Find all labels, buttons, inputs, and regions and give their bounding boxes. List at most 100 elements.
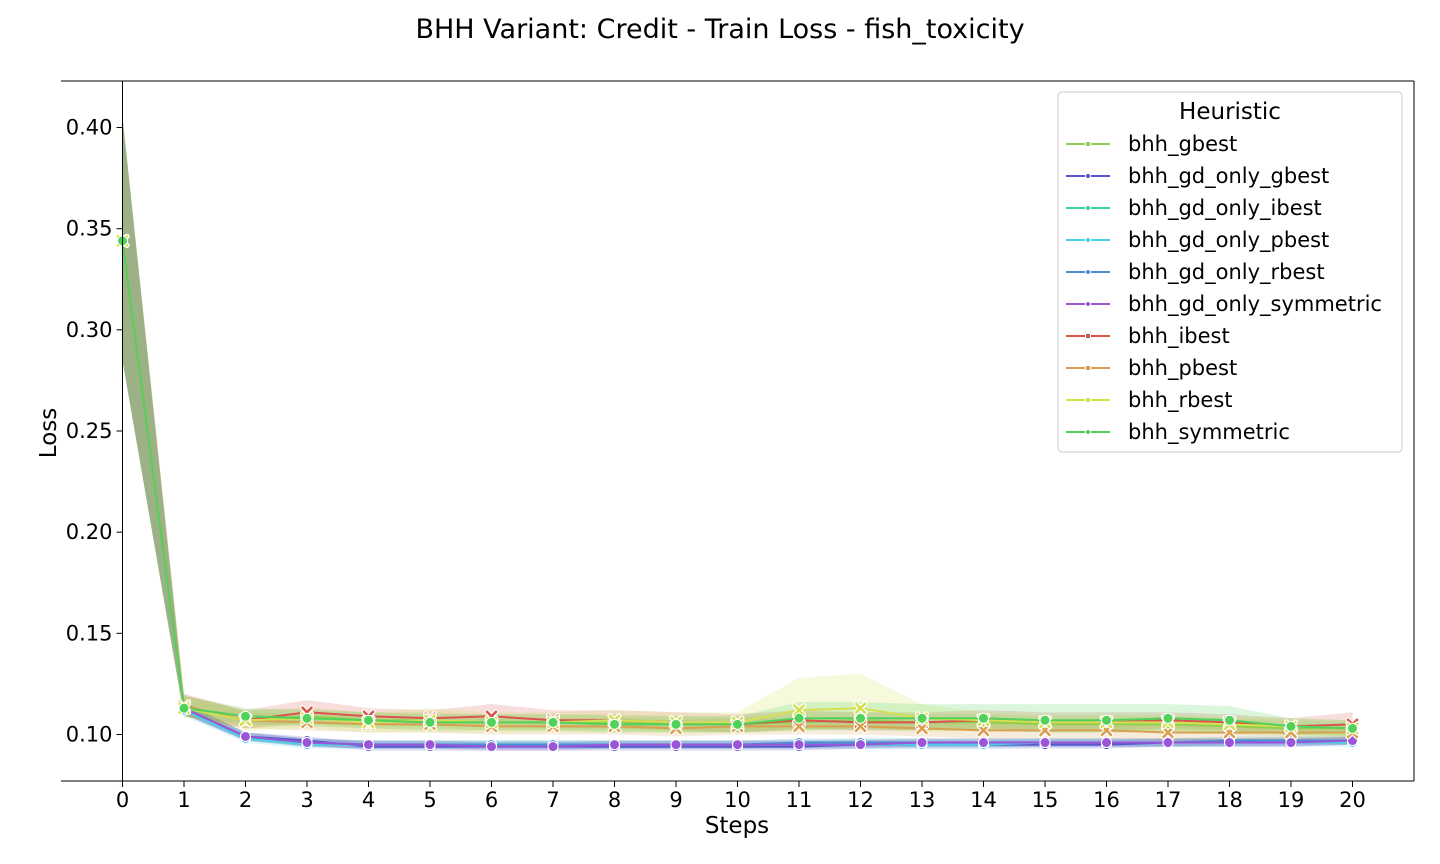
- data-point: [855, 739, 866, 751]
- data-point: [1285, 737, 1297, 749]
- data-point: [240, 730, 251, 742]
- axes: 0 1 2 3 4 5 6 7 8 9 10 11 12 13 14 15 16 17 18 19 200.100.15…: [61, 80, 1415, 812]
- data-point: [486, 716, 497, 728]
- data-point: [792, 703, 806, 718]
- x-tick-label: 7: [546, 788, 559, 812]
- data-point: [178, 702, 190, 714]
- legend-marker: [1085, 333, 1091, 339]
- data-point: [1101, 737, 1112, 749]
- legend-label: bhh_pbest: [1128, 356, 1237, 381]
- y-tick-label: 0.35: [66, 217, 113, 241]
- legend-label: bhh_ibest: [1128, 324, 1230, 349]
- y-tick-label: 0.20: [66, 520, 113, 544]
- legend-item-bhh_gd_only_rbest: bhh_gd_only_rbest: [1066, 260, 1325, 285]
- legend-marker: [1085, 397, 1091, 403]
- data-point: [978, 737, 989, 749]
- x-tick-label: 4: [362, 788, 375, 812]
- data-point: [1101, 714, 1112, 726]
- legend-marker: [1085, 205, 1091, 211]
- x-tick-label: 14: [970, 788, 997, 812]
- legend-label: bhh_gbest: [1128, 132, 1237, 157]
- data-point: [1162, 737, 1174, 749]
- data-point: [424, 739, 436, 751]
- chart-title: BHH Variant: Credit - Train Loss - fish_…: [415, 14, 1024, 45]
- x-tick-label: 16: [1093, 788, 1120, 812]
- data-point: [363, 739, 374, 751]
- legend-item-bhh_gd_only_symmetric: bhh_gd_only_symmetric: [1066, 292, 1382, 317]
- legend-item-bhh_gbest: bhh_gbest: [1066, 132, 1237, 157]
- x-tick-label: 3: [300, 788, 313, 812]
- legend-label: bhh_gd_only_gbest: [1128, 164, 1329, 189]
- markers-bhh_symmetric: [117, 235, 1358, 734]
- y-tick-label: 0.10: [66, 722, 113, 746]
- x-axis-label: Steps: [705, 813, 769, 839]
- legend-label: bhh_gd_only_rbest: [1128, 260, 1325, 285]
- data-point: [301, 712, 313, 724]
- legend-item-bhh_rbest: bhh_rbest: [1066, 388, 1233, 413]
- data-point: [1224, 714, 1235, 726]
- data-point: [670, 718, 682, 730]
- legend-label: bhh_rbest: [1128, 388, 1233, 413]
- x-tick-label: 15: [1032, 788, 1059, 812]
- data-point: [1285, 720, 1297, 732]
- y-tick-label: 0.40: [66, 116, 113, 140]
- data-point: [853, 719, 868, 734]
- data-point: [1161, 725, 1175, 740]
- legend-label: bhh_gd_only_symmetric: [1128, 292, 1382, 317]
- data-point: [853, 701, 868, 716]
- legend-item-bhh_symmetric: bhh_symmetric: [1066, 420, 1290, 445]
- data-point: [486, 741, 497, 753]
- data-point: [793, 712, 805, 724]
- data-point: [792, 719, 806, 734]
- legend-item-bhh_gd_only_ibest: bhh_gd_only_ibest: [1066, 196, 1322, 221]
- y-tick-label: 0.30: [66, 318, 113, 342]
- x-tick-label: 12: [847, 788, 874, 812]
- x-tick-label: 1: [177, 788, 190, 812]
- legend-marker: [1085, 269, 1091, 275]
- legend-marker: [1085, 141, 1091, 147]
- legend: Heuristic bhh_gbest bhh_gd_only_gbest bhh_g…: [1057, 91, 1403, 453]
- x-tick-label: 11: [786, 788, 813, 812]
- data-point: [1347, 722, 1358, 734]
- data-point: [978, 712, 989, 724]
- legend-item-bhh_gd_only_pbest: bhh_gd_only_pbest: [1066, 228, 1329, 253]
- data-point: [732, 739, 743, 751]
- x-tick-label: 0: [116, 788, 129, 812]
- data-point: [916, 712, 928, 724]
- x-tick-label: 6: [485, 788, 498, 812]
- x-tick-label: 17: [1155, 788, 1182, 812]
- legend-marker: [1085, 301, 1091, 307]
- x-tick-label: 20: [1339, 788, 1366, 812]
- data-point: [363, 714, 374, 726]
- data-point: [976, 723, 991, 738]
- data-point: [670, 739, 682, 751]
- x-tick-label: 18: [1216, 788, 1243, 812]
- legend-label: bhh_gd_only_pbest: [1128, 228, 1329, 253]
- legend-label: bhh_gd_only_ibest: [1128, 196, 1322, 221]
- x-tick-label: 13: [909, 788, 936, 812]
- data-point: [793, 739, 805, 751]
- x-tick-label: 5: [423, 788, 436, 812]
- legend-label: bhh_symmetric: [1128, 420, 1290, 445]
- markers-bhh_gd_only_symmetric: [117, 235, 1358, 753]
- x-tick-label: 9: [669, 788, 682, 812]
- data-point: [1039, 714, 1051, 726]
- data-point: [301, 737, 313, 749]
- data-point: [547, 741, 559, 753]
- x-tick-label: 2: [239, 788, 252, 812]
- data-point: [424, 716, 436, 728]
- legend-marker: [1085, 173, 1091, 179]
- legend-box: [1057, 91, 1403, 453]
- legend-marker: [1085, 237, 1091, 243]
- data-point: [547, 716, 559, 728]
- legend-marker: [1085, 429, 1091, 435]
- data-point: [1224, 737, 1235, 749]
- y-tick-label: 0.15: [66, 621, 113, 645]
- legend-item-bhh_ibest: bhh_ibest: [1066, 324, 1230, 349]
- series-markers: [115, 233, 1360, 753]
- legend-marker: [1085, 365, 1091, 371]
- legend-title: Heuristic: [1179, 99, 1281, 125]
- data-point: [1162, 712, 1174, 724]
